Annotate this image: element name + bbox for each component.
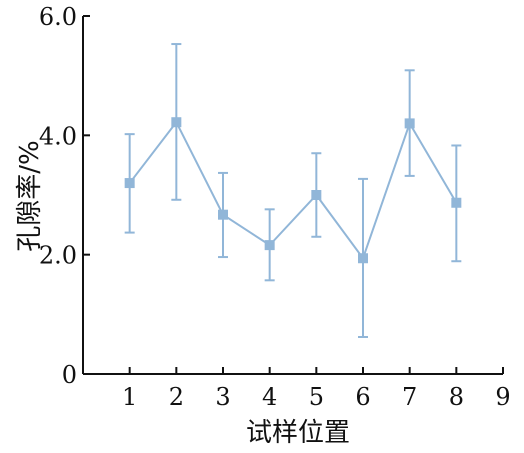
- data-point: [264, 240, 275, 251]
- data-point: [218, 209, 228, 220]
- x-tick-label: 9: [495, 383, 510, 411]
- data-point: [358, 253, 368, 264]
- data-markers: [124, 117, 462, 264]
- y-tick-labels: 0 2.0 4.0 6.0: [39, 3, 77, 389]
- data-point: [171, 117, 182, 128]
- data-point: [404, 118, 415, 129]
- series-line-group: [128, 120, 458, 261]
- axes: [82, 15, 504, 375]
- y-tick-label: 4.0: [39, 122, 77, 150]
- x-tick-label: 1: [122, 383, 137, 411]
- y-tick-label: 6.0: [39, 3, 77, 31]
- x-tick-label: 6: [355, 383, 370, 411]
- data-point: [451, 197, 462, 208]
- x-tick-labels: 1 2 3 4 5 6 7 8 9: [122, 383, 511, 411]
- data-point: [311, 190, 322, 200]
- x-tick-label: 8: [449, 383, 464, 411]
- y-axis-title: 孔隙率/%: [15, 140, 45, 251]
- series-line: [128, 120, 458, 261]
- x-tick-label: 5: [309, 383, 324, 411]
- x-tick-label: 4: [262, 383, 277, 411]
- error-bars: [124, 43, 462, 339]
- x-tick-label: 3: [215, 383, 230, 411]
- x-tick-label: 2: [169, 383, 184, 411]
- y-tick-label: 0: [62, 361, 77, 389]
- data-point: [124, 178, 135, 189]
- x-axis-title: 试样位置: [246, 418, 350, 448]
- x-tick-label: 7: [402, 383, 417, 411]
- y-tick-label: 2.0: [39, 242, 77, 270]
